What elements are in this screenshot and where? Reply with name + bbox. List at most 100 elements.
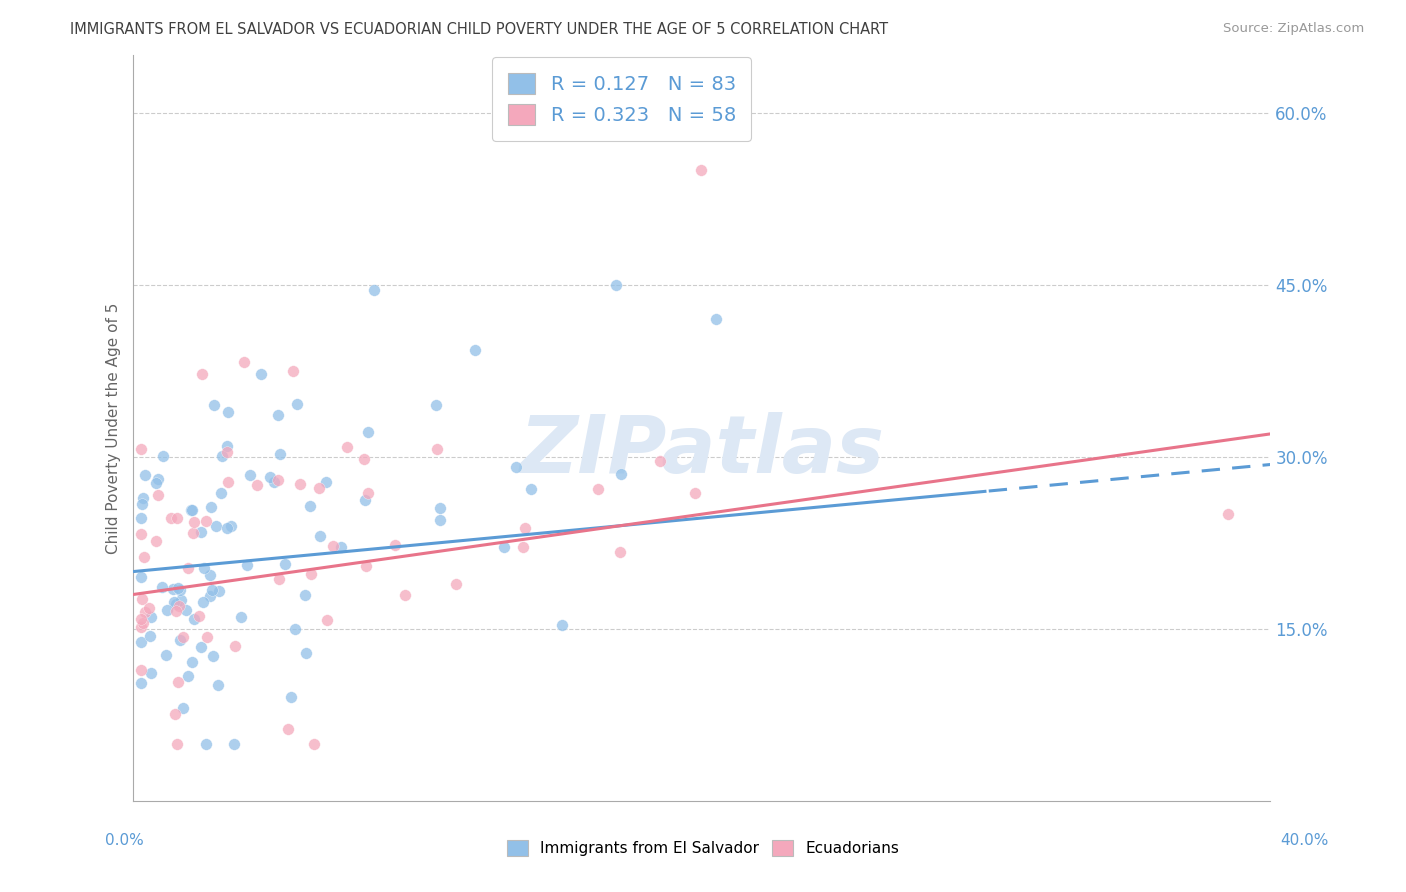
- Point: [163, 595, 186, 609]
- Point: [609, 545, 631, 559]
- Point: [429, 500, 451, 515]
- Point: [132, 550, 155, 565]
- Text: 0.0%: 0.0%: [105, 833, 145, 847]
- Point: [134, 468, 156, 483]
- Point: [176, 603, 198, 617]
- Point: [139, 629, 162, 643]
- Point: [266, 473, 288, 487]
- Point: [215, 444, 238, 458]
- Point: [284, 623, 307, 637]
- Point: [156, 603, 179, 617]
- Point: [224, 639, 246, 653]
- Point: [363, 283, 385, 297]
- Point: [160, 510, 183, 524]
- Point: [150, 580, 173, 594]
- Point: [426, 442, 449, 456]
- Point: [191, 367, 214, 381]
- Legend: R = 0.127   N = 83, R = 0.323   N = 58: R = 0.127 N = 83, R = 0.323 N = 58: [492, 57, 751, 141]
- Point: [195, 630, 218, 644]
- Point: [167, 675, 190, 690]
- Point: [166, 511, 188, 525]
- Point: [181, 525, 204, 540]
- Point: [129, 442, 152, 457]
- Point: [129, 663, 152, 677]
- Point: [384, 538, 406, 552]
- Text: Source: ZipAtlas.com: Source: ZipAtlas.com: [1223, 22, 1364, 36]
- Point: [446, 577, 468, 591]
- Point: [172, 630, 194, 644]
- Point: [1216, 508, 1239, 522]
- Point: [165, 604, 187, 618]
- Point: [181, 655, 204, 669]
- Point: [357, 486, 380, 500]
- Point: [610, 467, 633, 482]
- Point: [131, 497, 153, 511]
- Point: [163, 706, 186, 721]
- Point: [269, 447, 291, 461]
- Point: [180, 503, 202, 517]
- Point: [353, 451, 375, 466]
- Point: [425, 398, 447, 412]
- Point: [146, 472, 169, 486]
- Point: [190, 525, 212, 540]
- Point: [263, 475, 285, 489]
- Point: [193, 560, 215, 574]
- Point: [429, 513, 451, 527]
- Point: [316, 613, 339, 627]
- Point: [288, 477, 311, 491]
- Point: [177, 561, 200, 575]
- Text: IMMIGRANTS FROM EL SALVADOR VS ECUADORIAN CHILD POVERTY UNDER THE AGE OF 5 CORRE: IMMIGRANTS FROM EL SALVADOR VS ECUADORIA…: [70, 22, 889, 37]
- Point: [138, 600, 160, 615]
- Point: [183, 612, 205, 626]
- Point: [183, 516, 205, 530]
- Point: [357, 425, 380, 439]
- Point: [354, 559, 377, 574]
- Y-axis label: Child Poverty Under the Age of 5: Child Poverty Under the Age of 5: [107, 302, 121, 554]
- Point: [354, 492, 377, 507]
- Point: [165, 597, 187, 611]
- Point: [129, 635, 152, 649]
- Point: [221, 518, 243, 533]
- Point: [145, 534, 167, 549]
- Point: [285, 397, 308, 411]
- Point: [280, 690, 302, 704]
- Point: [188, 608, 211, 623]
- Point: [281, 364, 304, 378]
- Point: [267, 408, 290, 422]
- Point: [299, 499, 322, 513]
- Point: [167, 581, 190, 595]
- Point: [180, 503, 202, 517]
- Point: [129, 675, 152, 690]
- Point: [492, 541, 515, 555]
- Point: [209, 486, 232, 500]
- Point: [129, 620, 152, 634]
- Point: [152, 450, 174, 464]
- Point: [308, 481, 330, 495]
- Point: [166, 737, 188, 751]
- Point: [309, 528, 332, 542]
- Point: [246, 478, 269, 492]
- Point: [239, 468, 262, 483]
- Point: [208, 584, 231, 599]
- Point: [520, 482, 543, 496]
- Point: [139, 610, 162, 624]
- Point: [295, 647, 318, 661]
- Point: [129, 527, 152, 541]
- Point: [195, 737, 218, 751]
- Point: [169, 582, 191, 597]
- Point: [129, 570, 152, 584]
- Point: [236, 558, 259, 572]
- Point: [202, 648, 225, 663]
- Point: [132, 615, 155, 630]
- Point: [141, 666, 163, 681]
- Point: [167, 599, 190, 613]
- Point: [204, 518, 226, 533]
- Point: [322, 539, 344, 553]
- Point: [588, 482, 610, 496]
- Point: [162, 582, 184, 596]
- Point: [513, 521, 536, 535]
- Point: [550, 617, 572, 632]
- Legend: Immigrants from El Salvador, Ecuadorians: Immigrants from El Salvador, Ecuadorians: [501, 834, 905, 862]
- Point: [690, 162, 713, 177]
- Point: [704, 312, 727, 326]
